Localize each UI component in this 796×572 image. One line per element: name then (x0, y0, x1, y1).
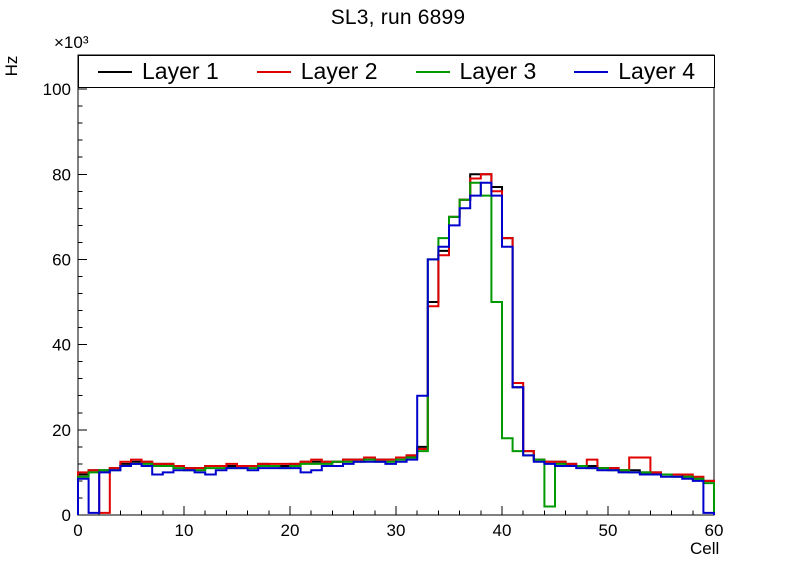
legend-item: Layer 3 (397, 60, 556, 83)
y-axis-label: Hz (2, 55, 21, 77)
legend-line-layer4 (574, 70, 609, 73)
x-axis-label: Cell (690, 539, 720, 558)
y-tick-label: 0 (62, 506, 71, 525)
x-tick-label: 20 (281, 521, 300, 540)
legend: Layer 1 Layer 2 Layer 3 Layer 4 (78, 55, 715, 88)
x-tick-label: 60 (705, 521, 724, 540)
legend-item: Layer 4 (555, 60, 714, 83)
legend-label: Layer 4 (618, 58, 695, 84)
plot-title: SL3, run 6899 (330, 6, 466, 29)
legend-item: Layer 1 (79, 60, 238, 83)
legend-item: Layer 2 (238, 60, 397, 83)
x-tick-label: 30 (387, 521, 406, 540)
legend-line-layer2 (256, 70, 291, 73)
series-layer-3 (77, 181, 715, 515)
y-tick-label: 40 (52, 336, 71, 355)
series-layer-4 (77, 181, 715, 515)
x-tick-label: 50 (599, 521, 618, 540)
y-axis-multiplier: ×10³ (54, 33, 89, 52)
y-tick-label: 20 (52, 421, 71, 440)
x-tick-label: 0 (73, 521, 82, 540)
legend-label: Layer 2 (300, 58, 378, 84)
x-tick-label: 40 (493, 521, 512, 540)
y-tick-label: 80 (52, 165, 71, 184)
legend-line-layer3 (415, 70, 450, 73)
plot-frame (77, 54, 715, 516)
legend-label: Layer 1 (142, 58, 219, 84)
legend-line-layer1 (98, 70, 133, 73)
x-tick-label: 10 (175, 521, 194, 540)
y-tick-label: 100 (43, 80, 71, 99)
tick-labels: 0 20 40 60 80 100 0 10 20 30 40 50 60 (43, 80, 724, 540)
y-tick-label: 60 (52, 250, 71, 269)
legend-label: Layer 3 (459, 58, 537, 84)
axis-ticks (77, 71, 715, 516)
